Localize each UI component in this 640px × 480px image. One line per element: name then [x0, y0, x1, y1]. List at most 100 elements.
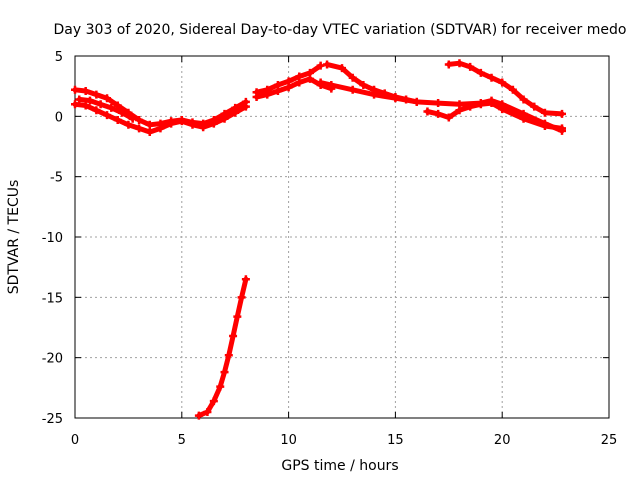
data-point [423, 107, 432, 116]
data-point [75, 95, 84, 104]
data-point [216, 382, 225, 391]
data-point [194, 411, 203, 420]
data-point [273, 80, 282, 89]
data-point [96, 100, 105, 109]
y-tick-label: 0 [55, 110, 63, 125]
data-point [476, 68, 485, 77]
data-point [124, 120, 133, 129]
data-point [519, 95, 528, 104]
data-point [92, 90, 101, 99]
data-point [295, 72, 304, 81]
y-tick-label: -5 [50, 171, 63, 186]
data-point [241, 102, 250, 111]
data-point [444, 60, 453, 69]
data-point [338, 64, 346, 73]
y-tick-label: -15 [42, 291, 63, 306]
data-point [434, 99, 443, 108]
x-tick-label: 10 [280, 433, 297, 448]
x-tick-label: 5 [178, 433, 186, 448]
x-tick-label: 20 [494, 433, 511, 448]
series-layer [71, 59, 567, 420]
data-point [103, 94, 112, 103]
series-track-10 [196, 276, 249, 419]
x-axis-label: GPS time / hours [281, 458, 398, 474]
data-point [487, 99, 496, 108]
data-point [220, 368, 229, 377]
data-point [455, 59, 464, 68]
data-point [323, 60, 332, 69]
axis-ticks: 0 5 10 15 20 25 5 0 -5 -10 -15 -20 -25 [42, 50, 618, 448]
data-point [167, 119, 176, 128]
data-point [558, 124, 567, 133]
data-point [412, 97, 421, 106]
data-point [220, 114, 229, 123]
chart-title: Day 303 of 2020, Sidereal Day-to-day VTE… [54, 22, 627, 38]
data-point [103, 111, 112, 120]
data-point [476, 100, 485, 109]
data-point [466, 102, 475, 111]
data-point [203, 407, 212, 416]
data-point [233, 312, 242, 321]
data-point [263, 85, 272, 94]
y-tick-label: -20 [42, 352, 63, 367]
data-point [530, 102, 539, 111]
data-point [498, 78, 507, 87]
data-point [498, 105, 507, 114]
data-point [508, 85, 517, 94]
data-point [229, 331, 238, 340]
data-point [540, 121, 549, 130]
data-point [135, 124, 144, 133]
data-point [327, 80, 336, 89]
data-point [145, 128, 154, 137]
data-point [113, 115, 122, 124]
data-point [466, 62, 475, 71]
data-point [224, 351, 233, 360]
data-point [316, 78, 325, 87]
data-point [71, 85, 79, 94]
data-point [92, 106, 101, 115]
data-point [156, 124, 165, 133]
data-point [85, 96, 94, 105]
data-point [402, 95, 411, 104]
data-point [305, 68, 314, 77]
series-track-6 [318, 80, 565, 134]
y-tick-label: -10 [42, 231, 63, 246]
data-point [558, 109, 567, 118]
data-point [540, 108, 549, 117]
data-point [145, 120, 154, 129]
data-point [209, 119, 218, 128]
y-tick-label: 5 [55, 50, 63, 65]
data-point [209, 397, 218, 406]
data-point [348, 73, 357, 82]
x-tick-label: 15 [387, 433, 404, 448]
y-tick-label: -25 [42, 412, 63, 427]
data-point [519, 114, 528, 123]
data-point [380, 89, 389, 98]
grid [75, 56, 609, 418]
data-point [81, 101, 90, 110]
data-point [188, 120, 197, 129]
data-point [107, 103, 116, 112]
data-point [237, 293, 246, 302]
data-point [444, 113, 453, 122]
data-point [348, 85, 357, 94]
x-tick-label: 25 [601, 433, 618, 448]
data-point [241, 275, 250, 284]
data-point [71, 100, 79, 109]
data-point [487, 73, 496, 82]
x-tick-label: 0 [71, 433, 79, 448]
data-point [177, 117, 186, 126]
data-point [391, 93, 400, 102]
data-point [128, 114, 137, 123]
data-point [370, 85, 379, 94]
data-point [231, 108, 240, 117]
data-point [284, 77, 293, 86]
y-axis-label: SDTVAR / TECUs [6, 180, 22, 295]
data-point [252, 88, 261, 97]
data-point [81, 86, 90, 95]
data-point [199, 123, 208, 132]
data-point [455, 106, 464, 115]
data-point [434, 109, 443, 118]
data-point [117, 108, 126, 117]
